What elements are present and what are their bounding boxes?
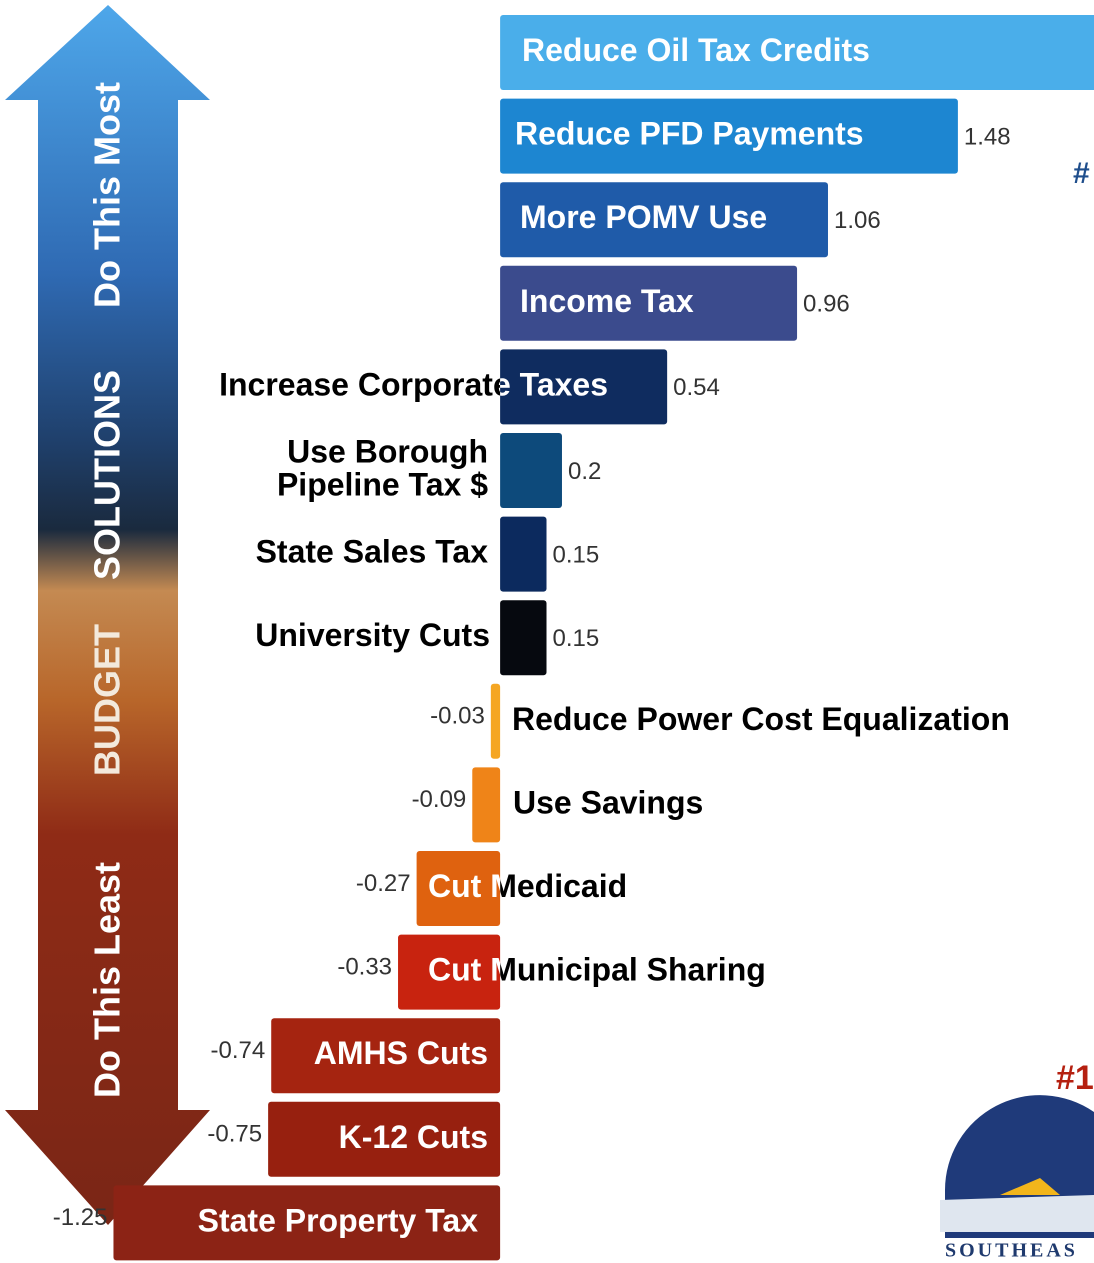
value-label: -0.75 xyxy=(207,1121,262,1148)
category-label: K-12 Cuts xyxy=(339,1119,488,1155)
category-label: Reduce PFD Payments xyxy=(515,116,864,152)
category-label: Cut Municipal Sharing xyxy=(428,952,766,988)
bar xyxy=(271,1018,501,1094)
arrow xyxy=(5,5,210,1225)
value-label: 1.06 xyxy=(834,207,881,234)
arrow-label: BUDGET xyxy=(87,624,128,776)
bar xyxy=(416,851,501,926)
bar xyxy=(500,15,1094,90)
category-label: University Cuts xyxy=(255,617,490,653)
bar xyxy=(500,516,547,592)
bar xyxy=(398,934,501,1010)
value-label: 0.15 xyxy=(553,541,600,568)
bar xyxy=(500,265,798,341)
logo xyxy=(940,1095,1094,1263)
bar xyxy=(500,433,562,508)
category-label: State Sales Tax xyxy=(256,534,489,570)
bar xyxy=(113,1185,501,1261)
value-label: 0.2 xyxy=(568,458,601,485)
category-label: AMHS Cuts xyxy=(314,1035,488,1071)
value-label: -0.09 xyxy=(412,786,467,813)
bar xyxy=(472,767,501,843)
value-label: -0.74 xyxy=(211,1037,266,1064)
arrow-label: SOLUTIONS xyxy=(87,370,128,580)
value-label: -0.33 xyxy=(337,953,392,980)
logo-text: SOUTHEAS xyxy=(945,1240,1078,1262)
arrow-label: Do This Least xyxy=(87,862,128,1098)
category-label: Reduce Power Cost Equalization xyxy=(512,701,1010,737)
category-label: Reduce Oil Tax Credits xyxy=(522,32,870,68)
bar xyxy=(500,182,828,258)
annotation: # xyxy=(1073,157,1090,190)
value-label: -0.27 xyxy=(356,870,411,897)
arrow-label: Do This Most xyxy=(87,82,128,308)
value-label: 0.54 xyxy=(673,374,720,401)
bar xyxy=(500,600,547,676)
category-label: Use Borough Pipeline Tax $ xyxy=(277,434,488,503)
annotation: #1 xyxy=(1056,1059,1094,1097)
category-label: Use Savings xyxy=(513,784,703,820)
value-label: 0.15 xyxy=(553,625,600,652)
bar xyxy=(490,683,501,759)
category-label: Income Tax xyxy=(520,283,694,319)
category-label: Increase Corporate Taxes xyxy=(219,366,608,402)
category-label: Cut Medicaid xyxy=(428,868,627,904)
category-label: More POMV Use xyxy=(520,199,767,235)
value-label: -1.25 xyxy=(53,1204,108,1231)
value-label: 0.96 xyxy=(803,291,850,318)
bar xyxy=(500,349,668,425)
category-label: State Property Tax xyxy=(198,1202,479,1238)
bar xyxy=(268,1101,501,1177)
value-label: 1.48 xyxy=(964,123,1011,150)
bar xyxy=(500,98,958,174)
value-label: -0.03 xyxy=(430,703,485,730)
